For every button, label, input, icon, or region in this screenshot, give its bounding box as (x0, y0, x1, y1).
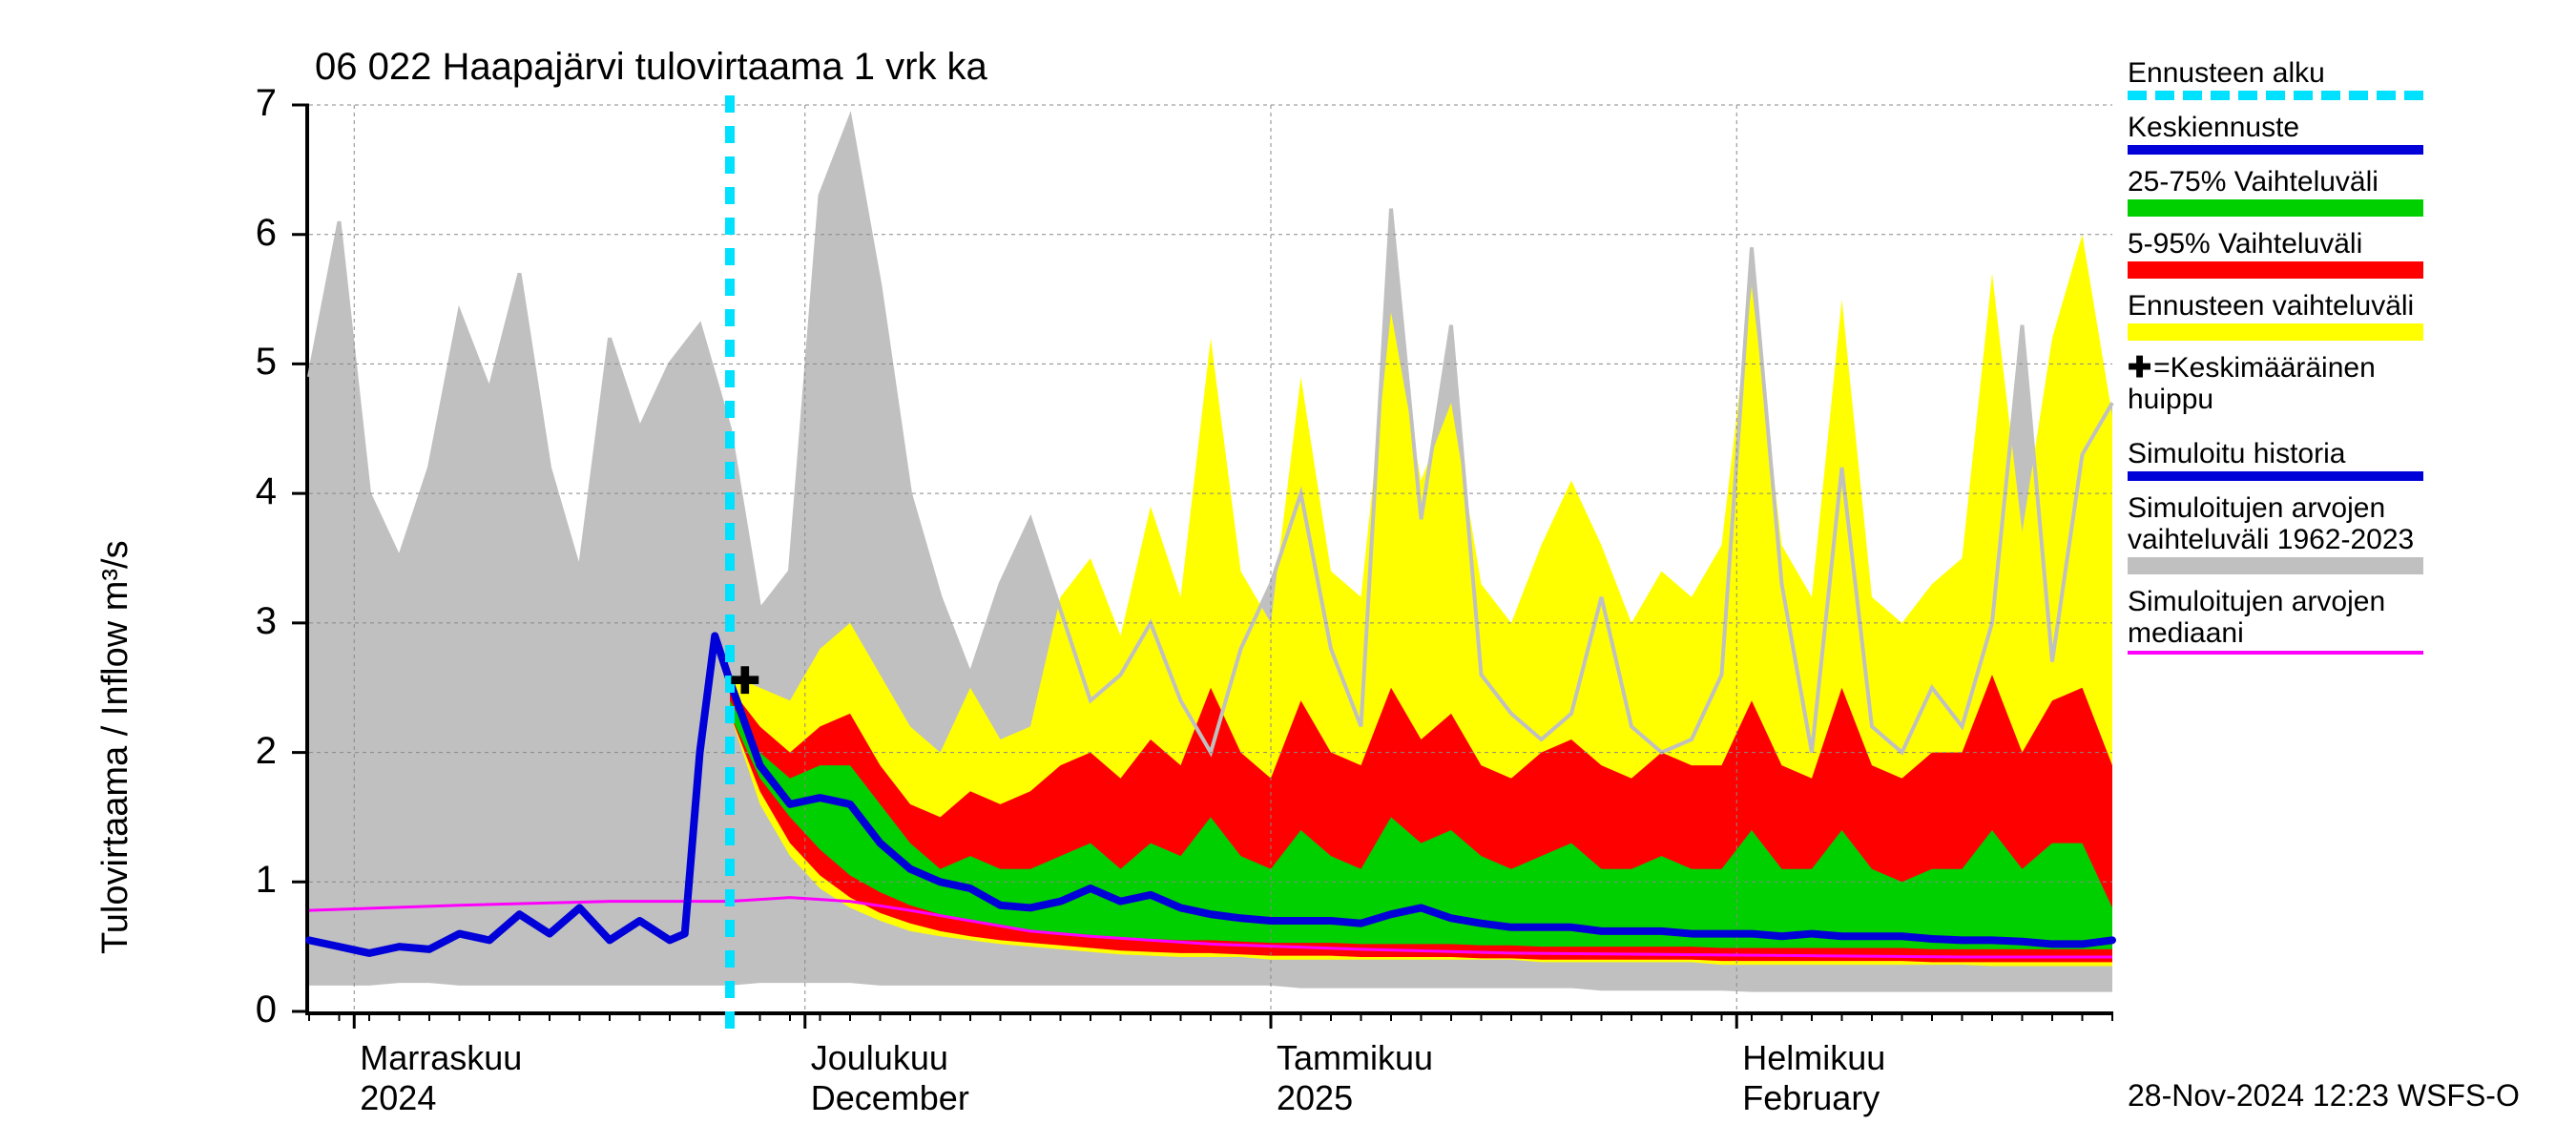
legend-item: Simuloitu historia (2128, 438, 2442, 481)
y-tick-label: 6 (229, 212, 277, 255)
chart-title: 06 022 Haapajärvi tulovirtaama 1 vrk ka (315, 46, 987, 89)
legend-swatch (2128, 323, 2423, 341)
legend-item: Simuloitujen arvojen vaihteluväli 1962-2… (2128, 492, 2442, 574)
legend-swatch (2128, 557, 2423, 574)
x-month-label: JoulukuuDecember (811, 1038, 969, 1118)
legend-item: 5-95% Vaihteluväli (2128, 228, 2442, 279)
legend-swatch (2128, 199, 2423, 217)
chart-container: 06 022 Haapajärvi tulovirtaama 1 vrk ka … (0, 0, 2576, 1145)
y-tick-label: 5 (229, 341, 277, 384)
legend-label: ✚=Keskimääräinen huippu (2128, 352, 2442, 415)
legend-item: Ennusteen vaihteluväli (2128, 290, 2442, 341)
legend-item: ✚=Keskimääräinen huippu (2128, 352, 2442, 432)
legend-swatch (2128, 91, 2423, 100)
legend-label: Simuloitu historia (2128, 438, 2442, 469)
legend-swatch (2128, 261, 2423, 279)
x-month-label: HelmikuuFebruary (1742, 1038, 1885, 1118)
y-axis-label: Tulovirtaama / Inflow m³/s (95, 540, 136, 954)
y-tick-label: 0 (229, 989, 277, 1031)
legend-item: 25-75% Vaihteluväli (2128, 166, 2442, 217)
legend-item: Ennusteen alku (2128, 57, 2442, 100)
chart-svg (309, 105, 2112, 1050)
legend-swatch (2128, 145, 2423, 155)
legend-item: Keskiennuste (2128, 112, 2442, 155)
legend-label: Ennusteen vaihteluväli (2128, 290, 2442, 322)
legend-label: Simuloitujen arvojen vaihteluväli 1962-2… (2128, 492, 2442, 555)
legend-label: Keskiennuste (2128, 112, 2442, 143)
y-tick-label: 1 (229, 859, 277, 902)
y-tick-label: 7 (229, 82, 277, 125)
legend-label: 25-75% Vaihteluväli (2128, 166, 2442, 198)
legend-swatch (2128, 651, 2423, 655)
legend-label: Ennusteen alku (2128, 57, 2442, 89)
x-month-label: Tammikuu2025 (1277, 1038, 1433, 1118)
y-tick-label: 2 (229, 730, 277, 773)
footer-timestamp: 28-Nov-2024 12:23 WSFS-O (2128, 1078, 2520, 1114)
legend-swatch (2128, 471, 2423, 481)
y-tick-label: 4 (229, 470, 277, 513)
legend: Ennusteen alku Keskiennuste 25-75% Vaihtel… (2128, 57, 2442, 666)
x-month-label: Marraskuu2024 (360, 1038, 522, 1118)
plot-area: ✚ (305, 105, 2112, 1015)
legend-label: 5-95% Vaihteluväli (2128, 228, 2442, 260)
peak-plus-marker: ✚ (730, 659, 760, 702)
legend-label: Simuloitujen arvojen mediaani (2128, 586, 2442, 649)
y-tick-label: 3 (229, 600, 277, 643)
legend-item: Simuloitujen arvojen mediaani (2128, 586, 2442, 655)
